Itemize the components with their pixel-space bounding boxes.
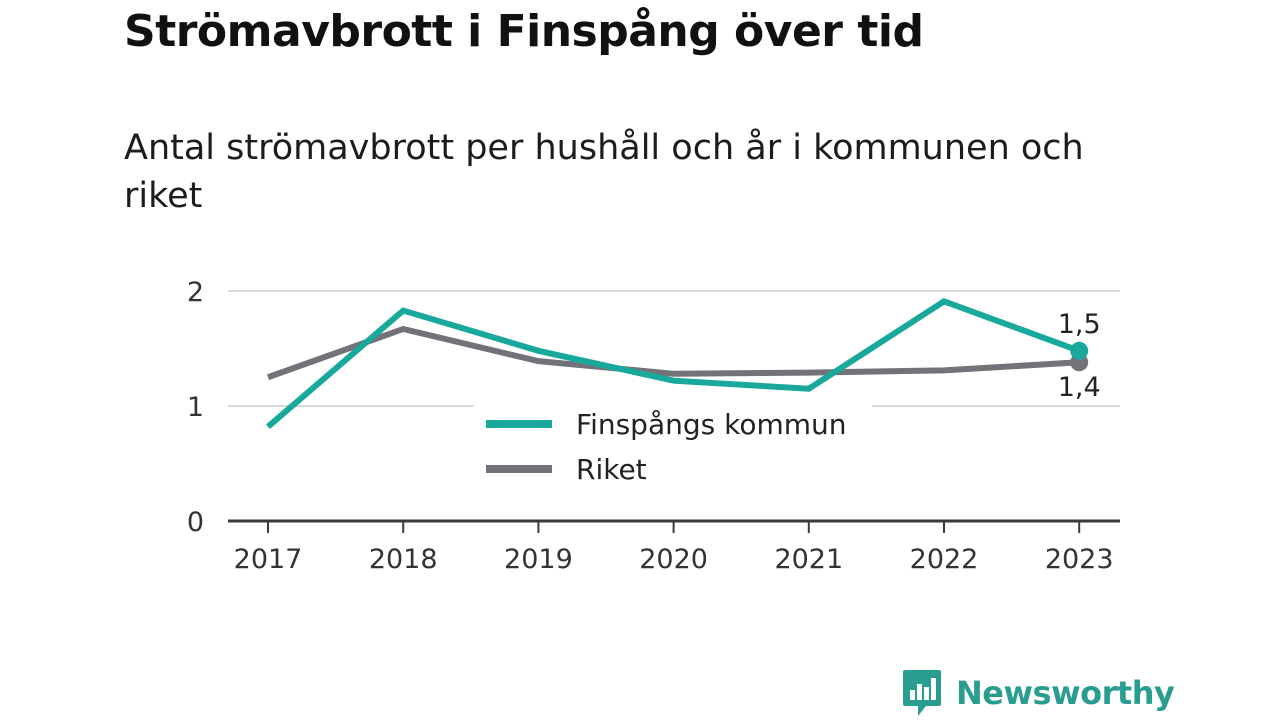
x-tick-label: 2018 (369, 544, 438, 575)
y-tick-label: 1 (187, 392, 204, 423)
brand-name: Newsworthy (956, 674, 1175, 712)
finspang-line (266, 298, 1081, 429)
legend-background (474, 404, 872, 496)
x-tick-label: 2017 (234, 544, 303, 575)
x-tick-label: 2019 (504, 544, 573, 575)
x-tick-label: 2023 (1045, 544, 1114, 575)
riket-end-label: 1,4 (1058, 372, 1101, 403)
newsworthy-logo-icon (903, 670, 941, 716)
x-tick-label: 2022 (910, 544, 979, 575)
y-tick-label: 0 (187, 507, 204, 538)
finspang-end-point (1070, 341, 1089, 360)
riket-line (266, 325, 1080, 381)
legend-label-finspang: Finspångs kommun (576, 408, 847, 441)
x-tick-label: 2021 (774, 544, 843, 575)
newsworthy-logo: Newsworthy (902, 668, 1175, 718)
chart-title: Strömavbrott i Finspång över tid (124, 6, 924, 57)
y-tick-label: 2 (187, 277, 204, 308)
legend-label-riket: Riket (576, 453, 647, 486)
x-tick-label: 2020 (639, 544, 708, 575)
chart-subtitle: Antal strömavbrott per hushåll och år i … (124, 128, 1084, 216)
finspang-end-label: 1,5 (1058, 309, 1101, 340)
